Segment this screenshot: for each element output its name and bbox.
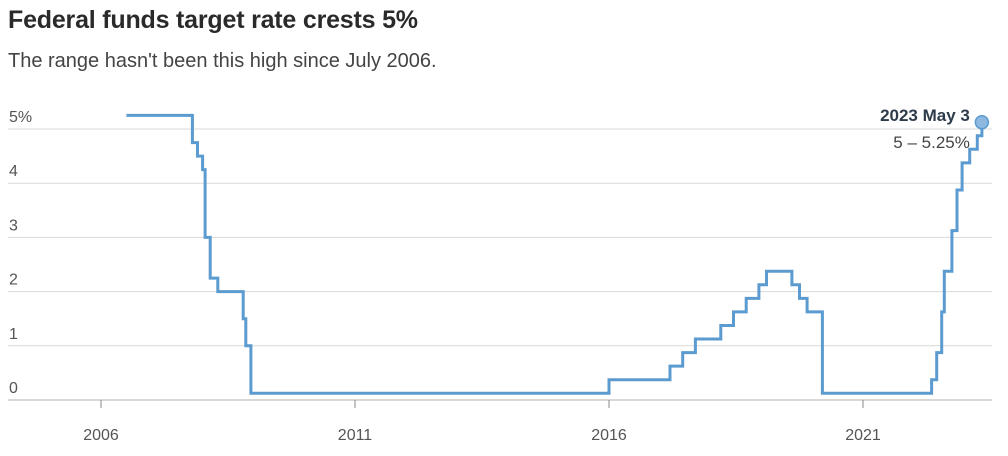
- x-tick-label: 2011: [338, 427, 373, 444]
- line-layer: [126, 113, 990, 395]
- y-tick-label: 1: [9, 326, 18, 343]
- x-tick-label: 2016: [591, 427, 627, 444]
- y-tick-label: 5%: [9, 109, 32, 126]
- y-tick-label: 4: [9, 163, 18, 180]
- y-tick-label: 2: [9, 272, 18, 289]
- axis-layer: 0 1 2 3 4 5% 2006 2011 2016 2021: [9, 109, 881, 444]
- chart-title: Federal funds target rate crests 5%: [8, 6, 418, 34]
- annotation-range: 5 – 5.25%: [893, 133, 970, 152]
- chart-subtitle: The range hasn't been this high since Ju…: [8, 50, 437, 72]
- highlight-point-marker: [974, 114, 990, 130]
- annotation-date: 2023 May 3: [880, 106, 970, 125]
- grid-layer: [8, 128, 992, 401]
- x-tick-label: 2006: [83, 427, 119, 444]
- rate-series-line: [126, 113, 984, 395]
- annotation-layer: 2023 May 3 5 – 5.25%: [880, 106, 970, 152]
- y-tick-label: 3: [9, 217, 18, 234]
- x-tick-label: 2021: [845, 427, 881, 444]
- y-tick-label: 0: [9, 380, 18, 397]
